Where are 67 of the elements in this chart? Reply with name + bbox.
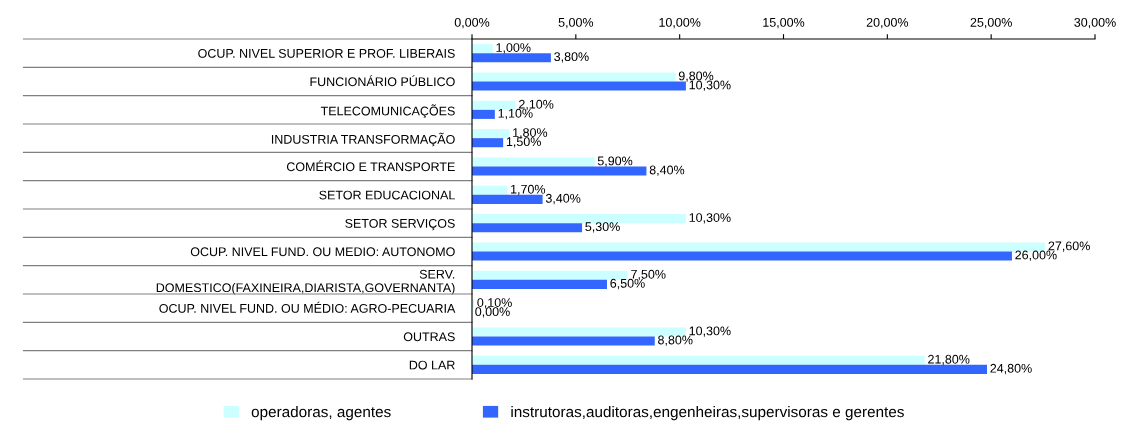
bar: [472, 138, 504, 148]
data-label: 1,50%: [506, 137, 541, 148]
data-label: 27,60%: [1048, 241, 1090, 252]
data-label: 3,80%: [554, 52, 589, 63]
data-label: 9,80%: [678, 71, 714, 82]
data-label: 5,90%: [597, 156, 633, 167]
data-label: 2,10%: [519, 99, 554, 111]
bar: [472, 251, 1012, 261]
data-label: 21,80%: [928, 354, 970, 366]
y-tick-label: INDUSTRIA TRANSFORMAÇÃO: [271, 132, 455, 147]
y-tick-label: SERV. DOMESTICO(FAXINEIRA,DIARISTA,GOVERNANTA): [156, 269, 455, 295]
bar: [472, 109, 495, 119]
x-tick-label: 15,00%: [763, 17, 805, 29]
y-tick-label: OCUP. NIVEL SUPERIOR E PROF. LIBERAIS: [198, 48, 455, 58]
x-tick-label: 20,00%: [866, 17, 909, 29]
y-tick-label: COMÉRCIO E TRANSPORTE: [286, 160, 455, 172]
y-tick-label: SETOR EDUCACIONAL: [319, 190, 455, 200]
data-label: 8,40%: [649, 165, 685, 176]
data-label: 10,30%: [689, 80, 731, 91]
bar: [472, 336, 655, 346]
data-label: 1,10%: [498, 108, 533, 120]
data-label: 7,50%: [631, 269, 666, 281]
bar: [472, 100, 516, 110]
x-tick-label: 25,00%: [970, 17, 1012, 29]
data-label: 1,00%: [496, 43, 531, 54]
bar: [472, 81, 686, 91]
bar: [472, 53, 551, 63]
x-tick-label: 0,00%: [454, 17, 490, 29]
bar: [472, 364, 988, 374]
legend-label: operadoras, agentes: [251, 406, 391, 421]
y-tick-label: OCUP. NIVEL FUND. OU MEDIO: AUTONOMO: [190, 247, 455, 257]
data-label: 0,10%: [477, 298, 512, 309]
y-tick-label: FUNCIONÁRIO PÚBLICO: [310, 75, 455, 87]
y-tick-label: OUTRAS: [403, 332, 455, 342]
y-tick-label: OCUP. NIVEL FUND. OU MÉDIO: AGRO-PECUARIA: [159, 301, 456, 313]
bar: [472, 355, 925, 365]
bar: [472, 44, 493, 54]
bar: [472, 279, 607, 289]
legend-label: instrutoras,auditoras,engenheiras,supervisoras e gerentes: [511, 406, 904, 421]
data-label: 6,50%: [610, 278, 645, 290]
data-label: 10,30%: [689, 326, 731, 337]
bar: [472, 194, 543, 204]
data-label: 5,30%: [585, 222, 620, 233]
bar: [472, 166, 647, 176]
data-label: 1,70%: [511, 184, 546, 196]
x-tick-label: 30,00%: [1074, 17, 1116, 29]
y-tick-label: DO LAR: [409, 360, 455, 370]
bar: [472, 270, 628, 280]
bar: [472, 157, 595, 167]
data-label: 3,40%: [545, 193, 581, 205]
data-label: 10,30%: [689, 213, 731, 224]
bar: [472, 223, 583, 233]
data-label: 0,00%: [475, 307, 510, 318]
data-label: 24,80%: [990, 363, 1032, 375]
data-label: 1,80%: [513, 128, 548, 139]
y-tick-label: TELECOMUNICAÇÕES: [320, 104, 455, 118]
bar: [472, 185, 508, 195]
x-tick-label: 10,00%: [659, 17, 701, 29]
bar: [472, 72, 676, 82]
data-label: 26,00%: [1015, 250, 1057, 261]
bar: [472, 242, 1046, 252]
data-label: 8,80%: [658, 335, 693, 346]
y-tick-label: SETOR SERVIÇOS: [345, 218, 455, 231]
bar: [472, 214, 686, 224]
bar: [472, 327, 686, 337]
x-tick-label: 5,00%: [558, 17, 594, 29]
bar: [472, 129, 510, 139]
